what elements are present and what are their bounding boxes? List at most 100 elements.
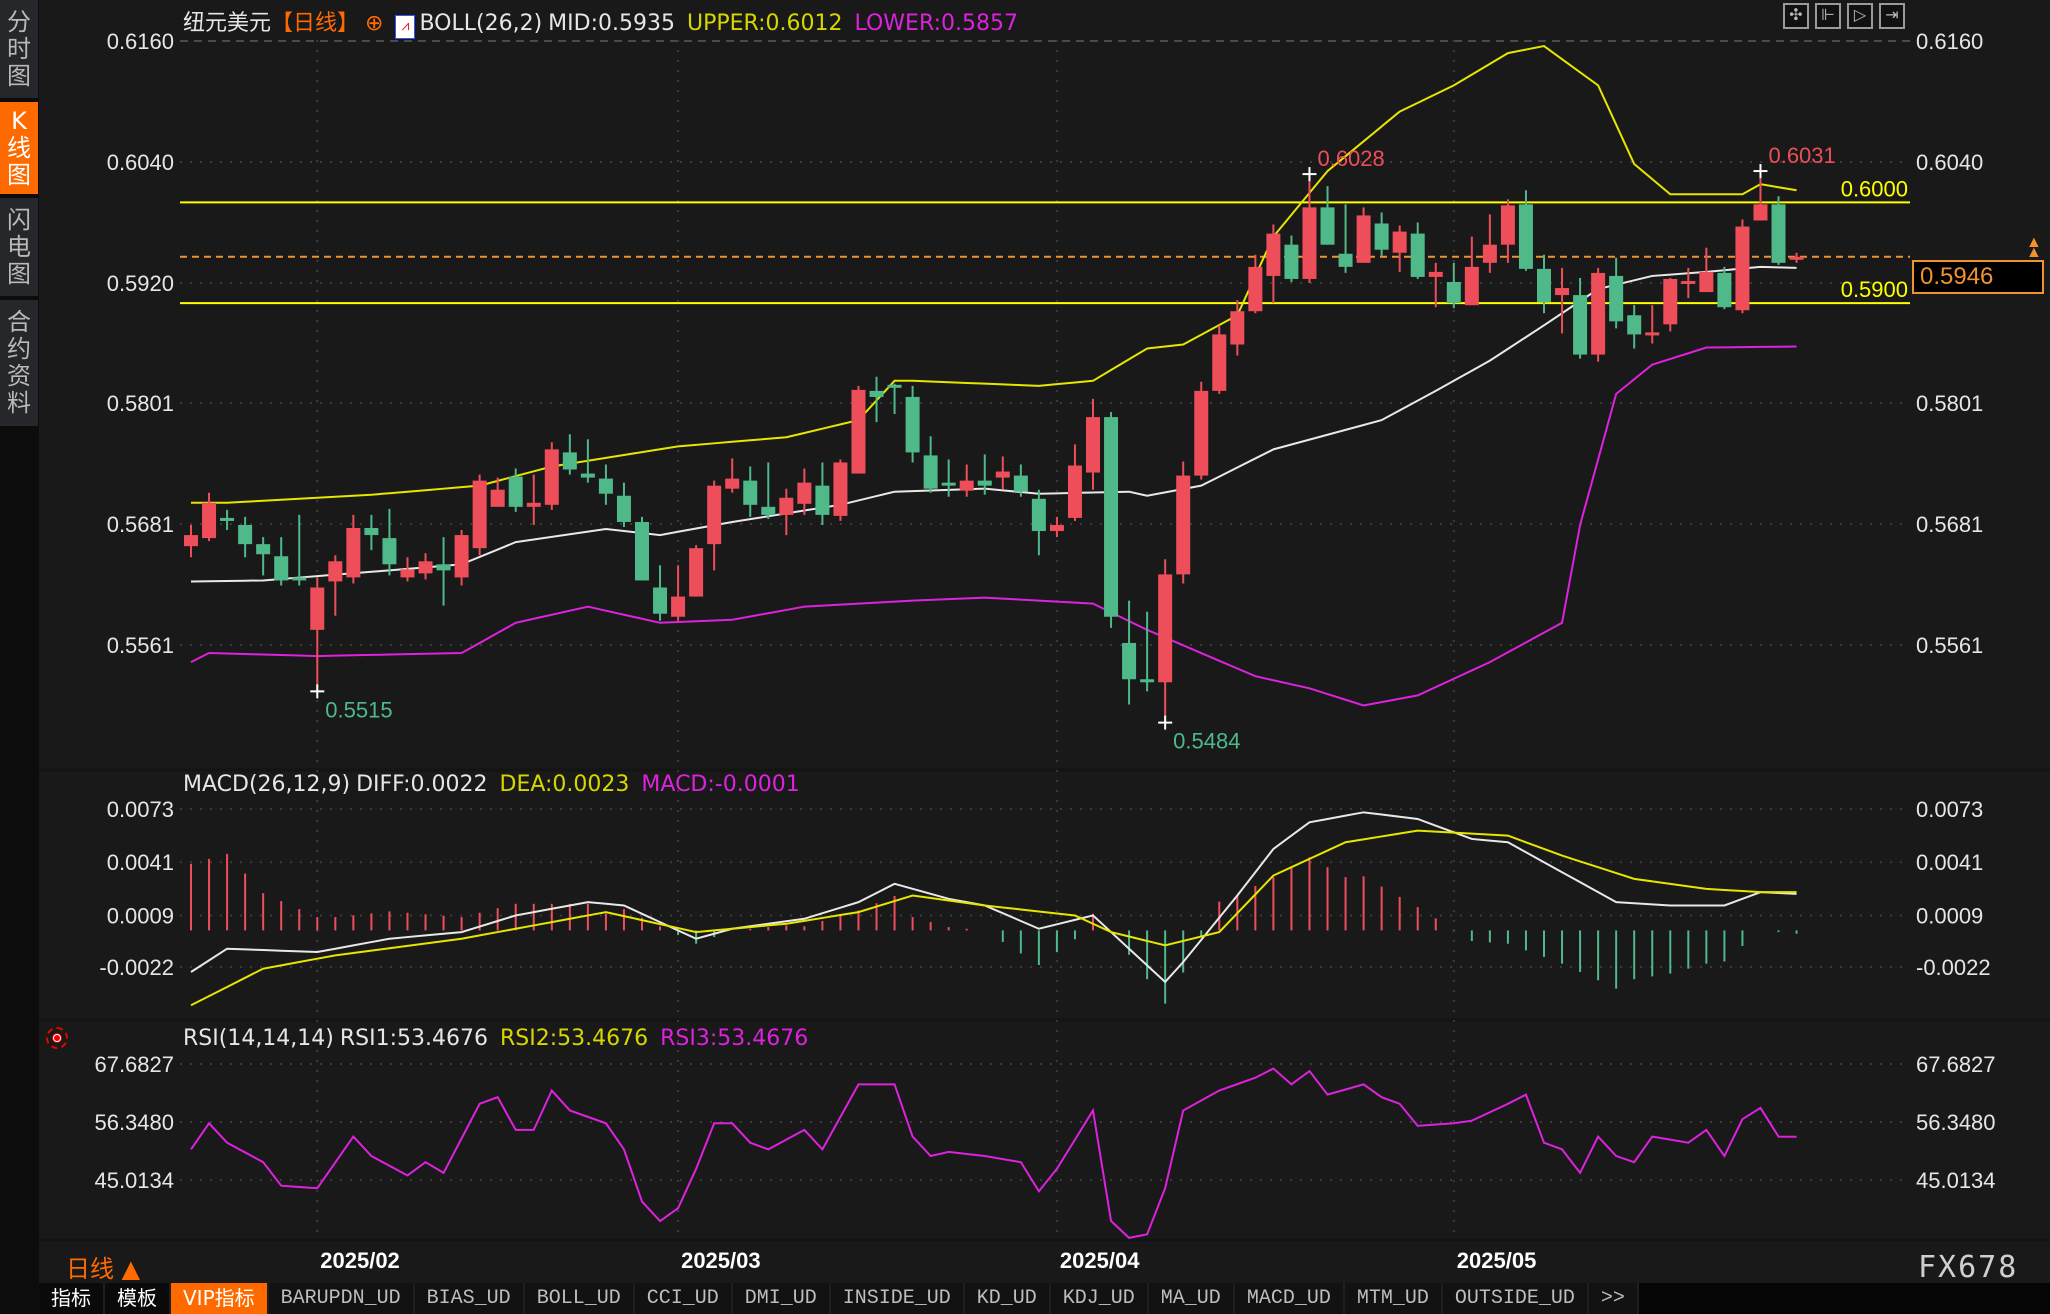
candle-down: [1573, 277, 1588, 359]
candle-body: [1789, 256, 1804, 260]
candle-body: [400, 569, 415, 578]
candle-body: [490, 489, 505, 507]
candle-body: [1681, 280, 1696, 284]
candle-body: [544, 449, 559, 505]
candle-body: [1212, 334, 1227, 391]
candle-body: [598, 478, 613, 494]
candle-body: [364, 528, 379, 536]
candle-up: [1176, 461, 1191, 584]
candle-body: [274, 556, 289, 581]
candle-body: [616, 495, 631, 522]
candle-body: [1537, 268, 1551, 303]
candle-body: [1320, 207, 1335, 245]
candle-down: [1320, 186, 1335, 245]
rsi-settings-icon[interactable]: [46, 1027, 68, 1049]
candle-up: [1212, 325, 1227, 394]
indicator-tab[interactable]: >>: [1588, 1283, 1639, 1314]
rsi1-value: RSI1:53.4676: [339, 1026, 488, 1051]
candle-up: [1392, 225, 1407, 272]
level-lines[interactable]: 0.6000 0.5900: [180, 176, 1910, 305]
indicator-tab[interactable]: OUTSIDE_UD: [1442, 1283, 1589, 1314]
candle-down: [598, 464, 613, 505]
sidebar-tab-flash-chart[interactable]: 闪电图: [0, 198, 38, 296]
candle-down: [1627, 305, 1642, 349]
candle-body: [941, 482, 956, 486]
x-axis-date-label: 2025/05: [1457, 1248, 1537, 1273]
candle-body: [851, 389, 866, 474]
candle-up: [1500, 199, 1515, 263]
sidebar-tab-time-chart[interactable]: 分时图: [0, 0, 38, 98]
indicator-tab[interactable]: INSIDE_UD: [830, 1283, 965, 1314]
period-selector[interactable]: 日线 ▲: [66, 1255, 141, 1283]
zoom-in-chart-icon[interactable]: ⊩: [1815, 3, 1841, 29]
y-axis-label-left: 0.5561: [107, 633, 174, 658]
indicator-tab[interactable]: KDJ_UD: [1050, 1283, 1149, 1314]
candle-up: [1049, 516, 1064, 538]
candle-body: [635, 521, 649, 581]
move-right-icon[interactable]: ⇥: [1879, 3, 1905, 29]
y-axis-label-left: 0.0009: [107, 903, 174, 928]
indicator-tab[interactable]: DMI_UD: [732, 1283, 831, 1314]
crosshair-icon[interactable]: ✣: [1783, 3, 1809, 29]
indicator-tab[interactable]: CCI_UD: [634, 1283, 733, 1314]
y-axis-label-right: 0.6160: [1916, 29, 1983, 54]
candle-body: [1392, 231, 1407, 253]
indicator-tab[interactable]: 模板: [105, 1283, 171, 1314]
level-line-label: 0.6000: [1841, 176, 1908, 201]
candle-body: [1302, 207, 1317, 279]
candle-body: [562, 452, 577, 470]
indicator-tab[interactable]: MACD_UD: [1234, 1283, 1345, 1314]
sidebar-tab-contract-info[interactable]: 合约资料: [0, 300, 38, 426]
candle-up: [1753, 171, 1768, 221]
candle-body: [1140, 679, 1155, 683]
candle-body: [1735, 226, 1750, 311]
macd-macd-value: MACD:-0.0001: [641, 772, 800, 797]
candle-down: [256, 537, 271, 576]
sidebar-tab-label: 闪电图: [7, 205, 31, 288]
candle-body: [1194, 390, 1209, 476]
y-axis-label-right: -0.0022: [1916, 955, 1991, 980]
candle-body: [1645, 332, 1660, 336]
indicator-tab[interactable]: MA_UD: [1148, 1283, 1235, 1314]
candle-down: [887, 383, 902, 415]
scroll-up-icon[interactable]: ▲ ▲: [2026, 234, 2042, 261]
candle-down: [815, 462, 830, 525]
candle-body: [1356, 215, 1371, 263]
indicator-tab[interactable]: VIP指标: [171, 1283, 269, 1314]
indicator-tab[interactable]: BIAS_UD: [414, 1283, 525, 1314]
boll-indicator-icon[interactable]: ⩘: [395, 15, 416, 39]
high-price-label: 0.6031: [1768, 143, 1835, 168]
candle-up: [472, 474, 487, 556]
candle-up: [1194, 381, 1209, 480]
candle-body: [869, 390, 884, 397]
macd-dea-line: [190, 829, 1797, 1007]
candle-down: [382, 508, 397, 576]
indicator-tab[interactable]: KD_UD: [964, 1283, 1051, 1314]
indicator-tab[interactable]: BARUPDN_UD: [268, 1283, 415, 1314]
add-indicator-icon[interactable]: ⊕: [365, 11, 384, 36]
candle-body: [1248, 266, 1263, 312]
candle-body: [1717, 272, 1732, 308]
candle-up: [851, 385, 866, 474]
candle-down: [905, 385, 920, 463]
sidebar-tab-kline-chart[interactable]: K线图: [0, 102, 38, 194]
boll-lower-value: LOWER:0.5857: [854, 11, 1018, 36]
candle-body: [779, 497, 794, 515]
candle-body: [1555, 288, 1570, 296]
y-axis-label-right: 45.0134: [1916, 1168, 1996, 1193]
candle-up: [202, 492, 217, 542]
indicator-tab[interactable]: 指标: [39, 1283, 105, 1314]
candle-up: [490, 477, 505, 507]
indicator-tab[interactable]: MTM_UD: [1344, 1283, 1443, 1314]
play-chart-icon[interactable]: ▷: [1847, 3, 1873, 29]
y-axis-label-left: 67.6827: [94, 1052, 174, 1077]
indicator-tab[interactable]: BOLL_UD: [524, 1283, 635, 1314]
candle-down: [436, 537, 451, 606]
candle-up: [995, 456, 1010, 490]
candle-down: [1410, 222, 1425, 279]
candle-body: [1609, 275, 1624, 322]
y-axis-label-left: 0.6160: [107, 29, 174, 54]
candle-down: [364, 514, 379, 551]
candle-up: [1645, 305, 1660, 344]
